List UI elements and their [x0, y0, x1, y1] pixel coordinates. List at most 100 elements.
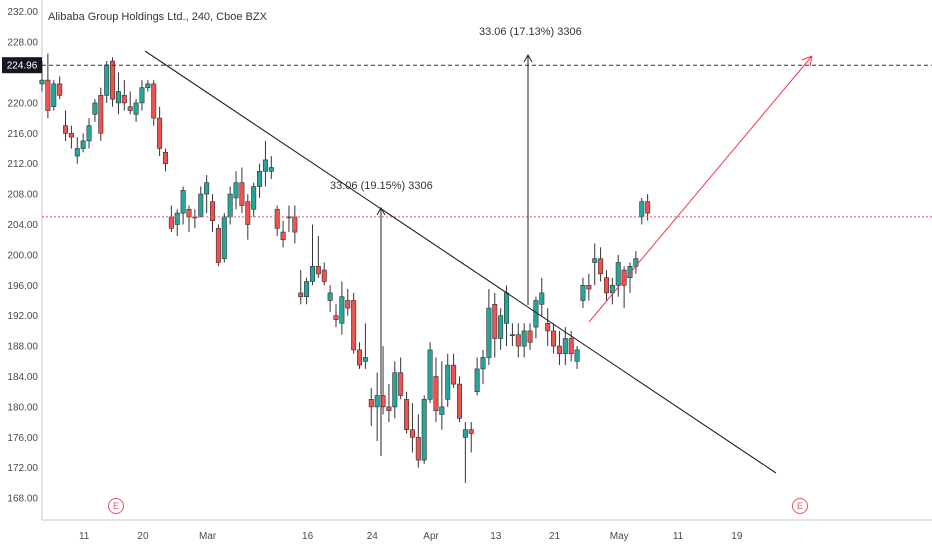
- candle: [415, 414, 421, 468]
- candle: [580, 277, 586, 309]
- candle: [433, 357, 439, 423]
- candle-body: [639, 201, 645, 218]
- candle-body: [233, 182, 239, 199]
- candle: [609, 277, 615, 305]
- candle: [298, 270, 304, 305]
- y-tick-label: 192.00: [7, 311, 38, 322]
- candle: [80, 133, 86, 153]
- candle-body: [157, 117, 163, 149]
- x-tick-label: 21: [549, 531, 561, 542]
- candle-body: [545, 322, 551, 332]
- candle-body: [210, 201, 216, 221]
- candle-body: [386, 406, 392, 411]
- candle-body: [180, 190, 186, 214]
- candle: [445, 353, 451, 407]
- candle: [645, 194, 651, 221]
- candle-body: [298, 292, 304, 297]
- candle: [315, 235, 321, 278]
- candle: [204, 175, 210, 214]
- candle: [603, 270, 609, 301]
- candle: [621, 266, 627, 309]
- candle: [351, 292, 357, 354]
- candle-body: [292, 216, 298, 233]
- candle: [486, 289, 492, 366]
- candle: [145, 80, 151, 92]
- candle-body: [245, 201, 251, 225]
- trend-line[interactable]: [144, 50, 777, 474]
- y-tick-label: 196.00: [7, 281, 38, 292]
- candle-body: [321, 269, 327, 282]
- candle: [268, 156, 274, 179]
- candle-body: [339, 296, 345, 324]
- candle: [239, 167, 245, 214]
- earnings-marker[interactable]: E: [108, 498, 124, 514]
- candle: [133, 99, 139, 122]
- candle-body: [627, 265, 633, 278]
- candle-body: [327, 292, 333, 301]
- candle-body: [368, 398, 374, 408]
- candle-body: [39, 79, 45, 85]
- candle-body: [468, 429, 474, 434]
- candle: [374, 372, 380, 442]
- candle-body: [556, 345, 562, 355]
- candle: [615, 254, 621, 297]
- candle-body: [57, 83, 63, 96]
- y-tick-label: 176.00: [7, 433, 38, 444]
- candle: [227, 186, 233, 225]
- candle-body: [392, 372, 398, 408]
- x-tick-label: 19: [731, 531, 743, 542]
- x-tick-label: 11: [79, 531, 90, 542]
- candle: [498, 308, 504, 350]
- candle: [462, 422, 468, 483]
- y-tick-label: 168.00: [7, 494, 38, 505]
- x-tick-label: 13: [490, 531, 502, 542]
- y-tick-label: 200.00: [7, 250, 38, 261]
- candle: [45, 53, 51, 119]
- measure-arrowhead-2: [523, 53, 533, 63]
- projection-arrow[interactable]: [588, 55, 813, 323]
- measure-label-1: 33.06 (19.15%) 3306: [330, 180, 433, 192]
- candle-body: [445, 364, 451, 400]
- candle: [104, 61, 110, 103]
- candle-body: [268, 167, 274, 172]
- candle-body: [562, 338, 568, 354]
- candle: [321, 262, 327, 286]
- candle-body: [574, 349, 580, 362]
- candle-body: [492, 303, 498, 339]
- y-tick-label: 184.00: [7, 372, 38, 383]
- candle: [210, 194, 216, 233]
- candle: [398, 357, 404, 400]
- candle: [121, 80, 127, 111]
- candle: [186, 205, 192, 233]
- candle: [86, 118, 92, 149]
- candle: [309, 224, 315, 286]
- earnings-marker[interactable]: E: [792, 498, 808, 514]
- candle-body: [486, 307, 492, 358]
- candle-body: [456, 383, 462, 419]
- candle-body: [498, 315, 504, 339]
- candle-body: [280, 231, 286, 241]
- candle: [345, 289, 351, 316]
- candle: [327, 285, 333, 312]
- candle-body: [45, 79, 51, 111]
- candle: [262, 140, 268, 187]
- candle-body: [615, 262, 621, 286]
- candle-body: [110, 60, 116, 100]
- candle: [539, 277, 545, 316]
- candle-body: [86, 125, 92, 142]
- drawings: 33.06 (19.15%) 3306 33.06 (17.13%) 3306 E E: [42, 26, 932, 514]
- candle-body: [315, 265, 321, 275]
- candle-body: [133, 102, 139, 115]
- candle-body: [151, 83, 157, 119]
- candle: [627, 262, 633, 293]
- candle-body: [504, 292, 510, 324]
- measure-label-2: 33.06 (17.13%) 3306: [479, 26, 582, 38]
- candle-body: [80, 140, 86, 149]
- candle: [339, 281, 345, 335]
- y-tick-label: 220.00: [7, 98, 38, 109]
- candle: [280, 220, 286, 248]
- candle-body: [427, 349, 433, 400]
- current-price-tag: 224.96: [2, 57, 42, 74]
- candle: [215, 224, 221, 267]
